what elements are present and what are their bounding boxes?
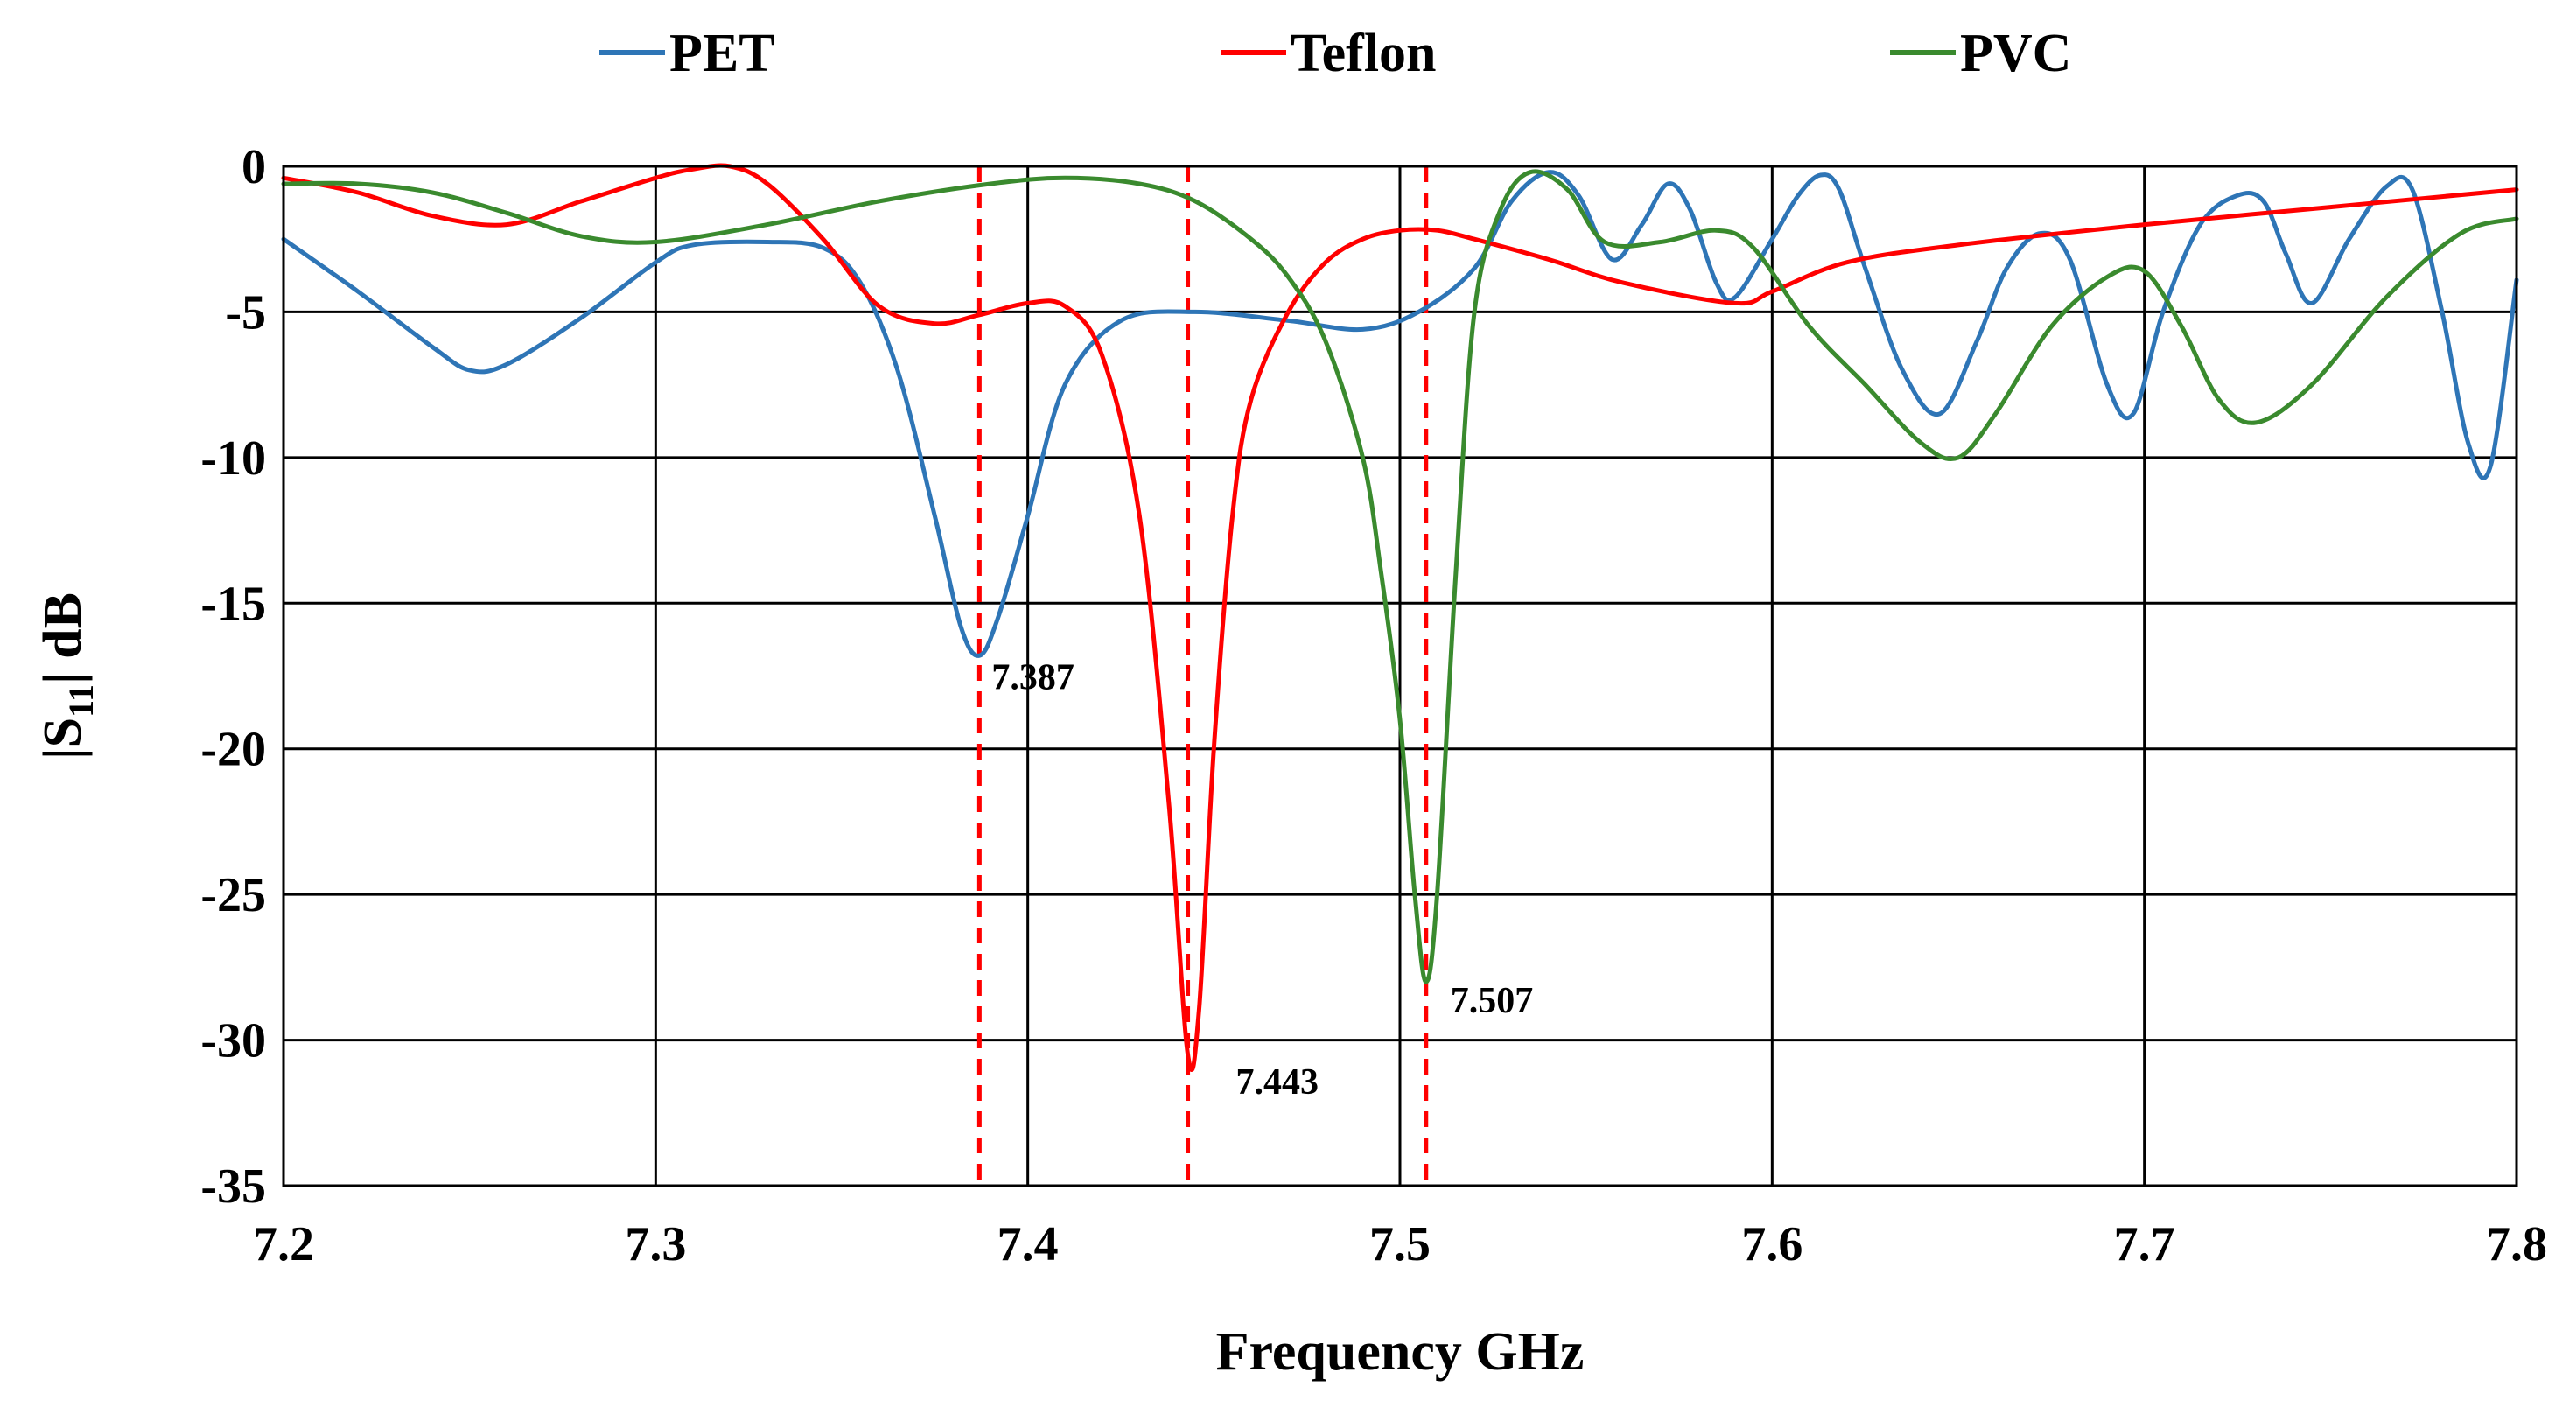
series-line-pvc <box>281 169 2519 984</box>
legend-label: PVC <box>1960 24 2071 83</box>
x-tick-label: 7.7 <box>2114 1217 2175 1271</box>
plot-frame <box>282 165 2518 1187</box>
x-axis-title: Frequency GHz <box>1216 1322 1585 1382</box>
y-axis-title: |S11| dB <box>33 592 101 760</box>
x-tick-label: 7.6 <box>1741 1217 1802 1271</box>
axes: 0 -5 -10 -15 -20 -25 -30 -357.2 7.3 7.4 7.5 7.6 7.7 7… <box>200 140 2547 1271</box>
legend: PET Teflon PVC <box>599 24 2071 83</box>
x-tick-label: 7.8 <box>2486 1217 2547 1271</box>
y-axis-title-suffix: | dB <box>33 592 93 684</box>
legend-label: PET <box>669 24 775 83</box>
marker-annotation-label: 7.387 <box>991 658 1074 698</box>
y-tick-label: -30 <box>200 1014 266 1068</box>
marker-annotation-label: 7.507 <box>1451 981 1534 1021</box>
y-tick-label: -5 <box>225 285 266 340</box>
y-axis-title-prefix: |S <box>33 718 93 760</box>
series-line-pet <box>281 170 2519 658</box>
marker-annotation-label: 7.443 <box>1236 1062 1320 1103</box>
x-tick-label: 7.2 <box>253 1217 314 1271</box>
frequency-markers <box>976 166 1429 1186</box>
x-tick-label: 7.4 <box>998 1217 1059 1271</box>
marker-annotations: 7.387 7.443 7.507 <box>991 658 1533 1103</box>
y-tick-label: 0 <box>242 140 266 194</box>
grid <box>282 165 2518 1187</box>
legend-label: Teflon <box>1291 24 1437 83</box>
y-tick-label: -35 <box>200 1159 266 1214</box>
x-tick-label: 7.3 <box>625 1217 686 1271</box>
y-tick-label: -20 <box>200 723 266 777</box>
y-tick-label: -10 <box>200 431 266 486</box>
y-axis-title-subscript: 11 <box>61 684 101 718</box>
x-tick-label: 7.5 <box>1369 1217 1431 1271</box>
y-tick-label: -25 <box>200 868 266 922</box>
y-tick-label: -15 <box>200 577 266 631</box>
